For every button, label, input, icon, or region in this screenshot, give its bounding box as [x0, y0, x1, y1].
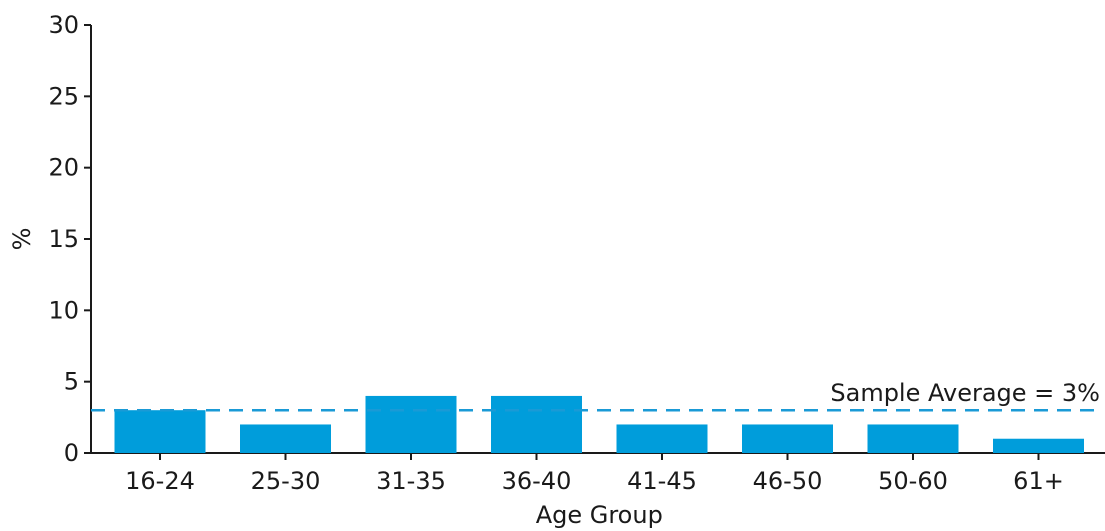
bar-16-24 — [114, 410, 206, 453]
x-tick-label: 61+ — [1013, 467, 1064, 495]
bar-46-50 — [742, 424, 833, 453]
y-tick-label: 0 — [64, 439, 79, 467]
reference-line-group: Sample Average = 3% — [91, 379, 1103, 412]
bars — [114, 395, 1084, 453]
x-tick-label: 50-60 — [878, 467, 948, 495]
bar-41-45 — [616, 424, 708, 453]
y-tick-label: 15 — [48, 225, 79, 253]
bar-25-30 — [240, 424, 331, 453]
bar-31-35 — [365, 395, 457, 453]
x-tick-label: 31-35 — [376, 467, 446, 495]
x-tick-label: 36-40 — [502, 467, 572, 495]
bar-61+ — [993, 438, 1084, 453]
y-axis-title: % — [8, 228, 36, 251]
y-tick-label: 5 — [64, 368, 79, 396]
y-axis: 0 5 10 15 20 25 30 — [48, 11, 92, 467]
x-tick-label: 46-50 — [753, 467, 823, 495]
sample-average-label: Sample Average = 3% — [830, 379, 1100, 407]
y-tick-label: 10 — [48, 296, 79, 324]
y-tick-label: 30 — [48, 11, 79, 39]
y-tick-label: 20 — [48, 154, 79, 182]
bar-36-40 — [491, 395, 582, 453]
x-tick-label: 41-45 — [627, 467, 697, 495]
x-tick-label: 25-30 — [251, 467, 321, 495]
bar-50-60 — [867, 424, 959, 453]
y-tick-label: 25 — [48, 82, 79, 110]
x-tick-label: 16-24 — [125, 467, 195, 495]
x-axis: 16-24 25-30 31-35 36-40 41-45 46-50 50-60 61+ — [91, 452, 1105, 495]
x-axis-title: Age Group — [536, 501, 663, 529]
